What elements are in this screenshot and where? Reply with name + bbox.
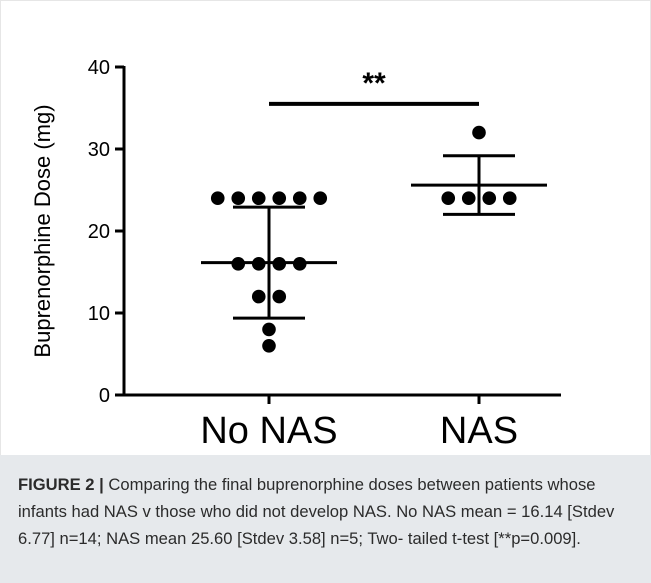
data-point bbox=[262, 322, 276, 337]
caption-label: FIGURE 2 | bbox=[18, 475, 104, 494]
axes bbox=[115, 65, 561, 404]
y-tick-label: 20 bbox=[88, 221, 110, 243]
data-point bbox=[251, 289, 266, 304]
axis-labels: 0 10 20 30 40 No NAS NAS Buprenorphine Dose (mg… bbox=[30, 57, 518, 452]
data-point bbox=[210, 191, 225, 205]
data-point bbox=[251, 191, 266, 205]
data-point bbox=[482, 191, 497, 205]
y-tick-label: 40 bbox=[88, 57, 110, 79]
x-category-label: NAS bbox=[440, 410, 518, 452]
data-marks bbox=[201, 101, 547, 353]
y-tick-label: 30 bbox=[88, 139, 110, 161]
caption-text: Comparing the final buprenorphine doses … bbox=[18, 475, 615, 548]
data-point bbox=[441, 191, 456, 205]
data-point bbox=[292, 257, 307, 271]
data-point bbox=[231, 257, 246, 271]
y-tick-label: 0 bbox=[99, 385, 110, 407]
data-point bbox=[313, 191, 328, 205]
x-category-label: No NAS bbox=[200, 410, 337, 452]
figure-caption: FIGURE 2 | Comparing the final buprenorp… bbox=[0, 455, 651, 583]
data-point bbox=[272, 191, 287, 205]
data-point bbox=[292, 191, 307, 205]
data-point bbox=[272, 257, 287, 271]
plot-panel: 0 10 20 30 40 No NAS NAS Buprenorphine Dose (mg… bbox=[0, 0, 651, 455]
data-point bbox=[472, 125, 486, 140]
data-point bbox=[251, 257, 266, 271]
significance-label: ** bbox=[362, 67, 386, 100]
data-point bbox=[272, 289, 287, 304]
data-point bbox=[231, 191, 246, 205]
y-axis-title: Buprenorphine Dose (mg) bbox=[30, 104, 55, 357]
data-point bbox=[262, 339, 276, 353]
data-point bbox=[461, 191, 476, 205]
scatter-dot-plot: 0 10 20 30 40 No NAS NAS Buprenorphine Dose (mg… bbox=[30, 57, 561, 452]
data-point bbox=[502, 191, 517, 205]
y-tick-label: 10 bbox=[88, 303, 110, 325]
